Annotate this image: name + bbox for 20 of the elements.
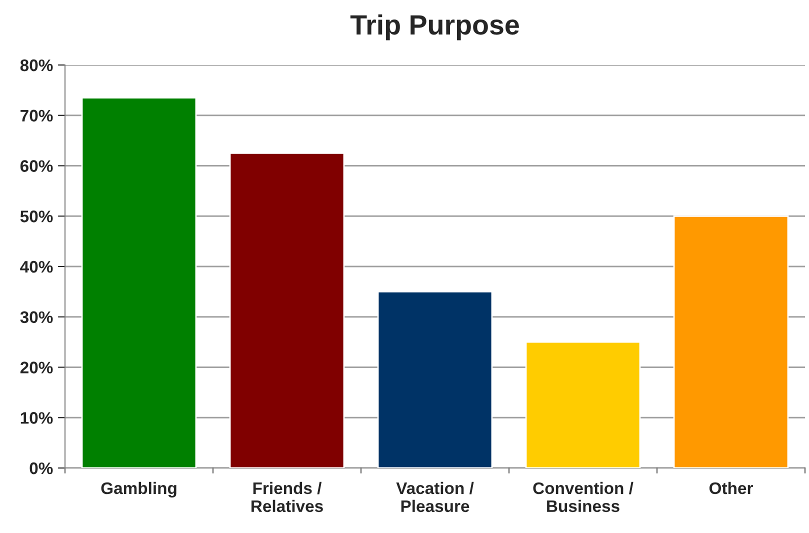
y-tick-label: 60% [20,160,53,172]
y-tick-label: 80% [20,59,53,72]
y-tick-label: 0% [30,462,53,474]
bar [229,152,345,468]
x-tick-label: Friends / Relatives [252,482,323,512]
x-tick-label: Gambling [101,482,176,498]
y-tick-label: 10% [20,412,53,424]
y-tick-label: 20% [20,362,53,374]
bar [525,341,641,468]
x-tick-label: Vacation / Pleasure [396,482,474,512]
y-tick-label: 50% [20,210,53,222]
y-tick-label: 70% [20,110,53,122]
x-tick-label: Convention / Business [533,482,634,512]
y-tick-label: 30% [20,311,53,324]
chart-title: Trip Purpose [350,14,519,40]
y-tick-label: 40% [20,260,53,273]
bar [81,97,197,468]
bar [377,290,493,468]
bar [673,215,789,468]
x-tick-label: Other [709,482,753,494]
